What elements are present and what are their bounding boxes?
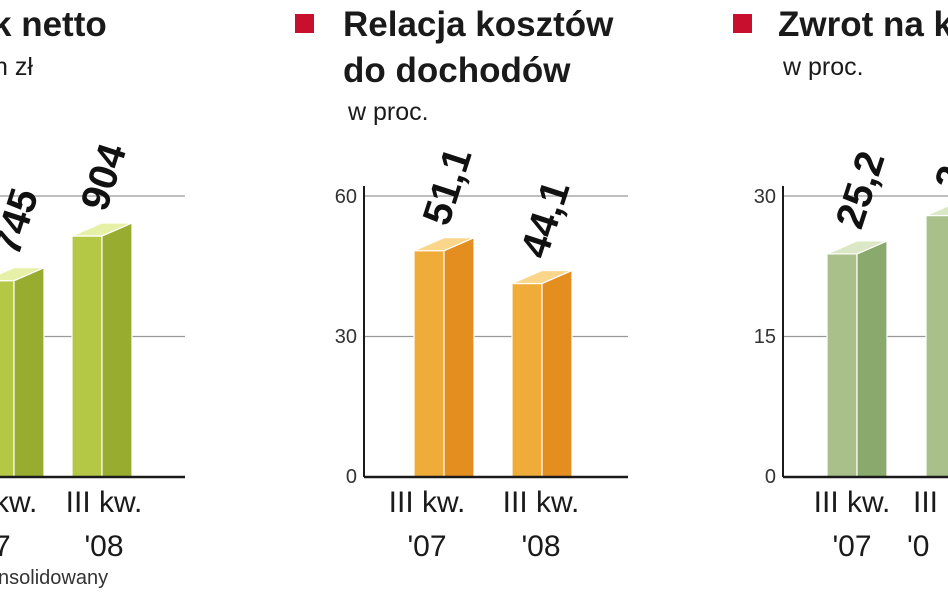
panel-1-title: k netto (0, 5, 107, 44)
panel-1-data-label-2: 904 (73, 138, 136, 216)
panel-3-ytick-0: 0 (765, 466, 776, 488)
panel-2-ytick-0: 0 (346, 466, 357, 488)
panel-2-category-1-line-1: III kw. (389, 486, 466, 519)
panel-1-category-1-line-2: 7 (0, 530, 11, 563)
panel-3-bar-2 (925, 205, 948, 478)
panel-1-data-label-1: 745 (0, 183, 47, 260)
panel-3-title: Zwrot na k (778, 5, 948, 44)
panel-3-category-1-line-2: '07 (832, 530, 871, 563)
panel-2-ytick-60: 60 (335, 186, 357, 208)
panel-2-bar-2 (511, 269, 573, 478)
panel-2-data-label-2: 44,1 (513, 176, 579, 264)
panel-2-ytick-30: 30 (335, 326, 357, 348)
panel-cost-income: Relacja kosztów do dochodów w proc. 60 3… (295, 5, 628, 563)
panel-2-title-line-1: Relacja kosztów (343, 5, 614, 44)
panel-1-bars (0, 222, 133, 478)
panel-2-unit: w proc. (347, 98, 429, 126)
panel-return: Zwrot na k w proc. 30 15 0 III kw. '07 I… (733, 5, 948, 563)
panel-1-category-2-line-2: '08 (84, 530, 123, 563)
panel-1-bar-1 (0, 266, 45, 478)
panel-net-profit: k netto n zł kw. 7 III kw. '08 nsolidowa… (0, 5, 185, 589)
panel-2-bars (413, 236, 573, 478)
panel-1-category-1-line-1: kw. (0, 486, 37, 519)
panel-2-category-2-line-1: III kw. (503, 486, 580, 519)
panel-2-gridlines (364, 195, 628, 338)
panel-3-category-2-line-1: III (913, 486, 938, 519)
panel-3-data-label-1: 25,2 (828, 146, 894, 234)
panel-1-bar-2 (71, 222, 133, 478)
panel-1-unit: n zł (0, 53, 33, 81)
panel-3-category-1-line-1: III kw. (814, 486, 891, 519)
panel-2-title-marker (295, 14, 314, 33)
panel-1-footnote: nsolidowany (0, 567, 108, 589)
panel-3-category-2-line-2: '0 (907, 530, 929, 563)
panel-2-title-line-2: do dochodów (343, 51, 571, 90)
panel-3-bar-1 (826, 240, 888, 478)
panel-2-category-2-line-2: '08 (521, 530, 560, 563)
panel-3-bars (826, 205, 948, 478)
panel-3-title-marker (733, 14, 752, 33)
panel-3-data-label-2: 2 (927, 161, 948, 196)
panel-3-ytick-15: 15 (754, 326, 776, 348)
panel-1-category-2-line-1: III kw. (66, 486, 143, 519)
panel-3-unit: w proc. (782, 53, 864, 81)
panel-2-bar-1 (413, 236, 475, 478)
panel-2-data-label-1: 51,1 (415, 143, 481, 231)
panel-3-ytick-30: 30 (754, 186, 776, 208)
panel-2-category-1-line-2: '07 (407, 530, 446, 563)
